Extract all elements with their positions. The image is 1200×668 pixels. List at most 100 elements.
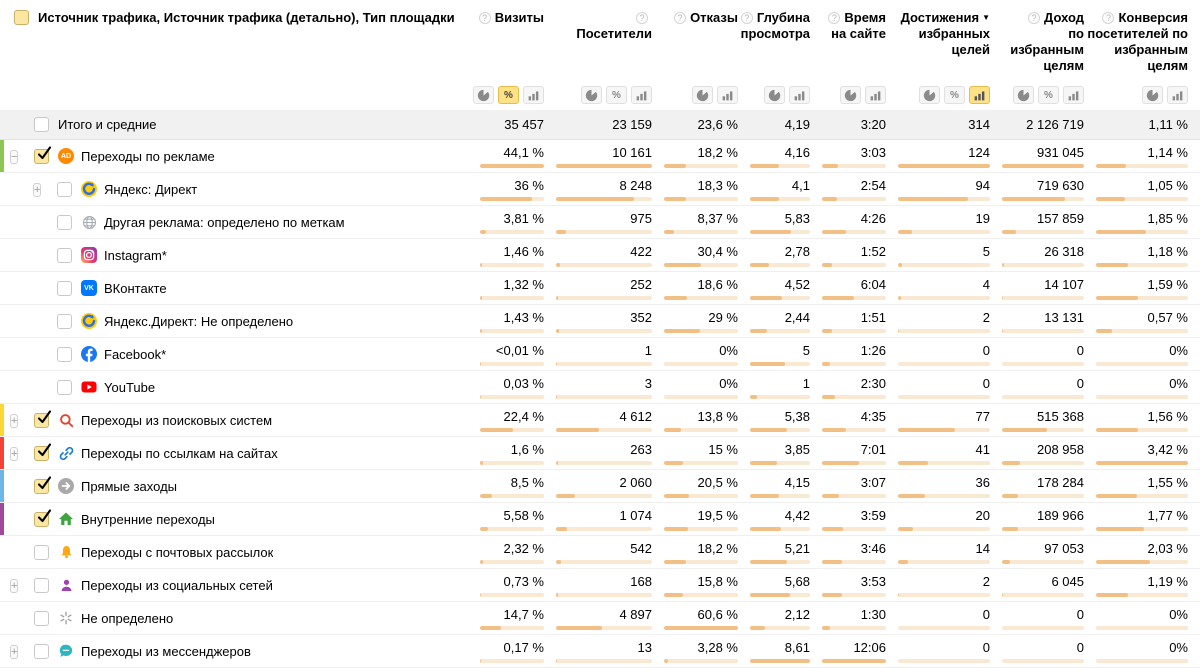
cell-revenue: 0 — [990, 602, 1084, 634]
row-checkbox[interactable] — [57, 214, 72, 230]
row-checkbox[interactable] — [34, 508, 52, 527]
pie-toggle-depth[interactable] — [764, 86, 785, 104]
pie-toggle-revenue[interactable] — [1013, 86, 1034, 104]
row-color-accent — [0, 404, 4, 436]
cell-goals: 2 — [886, 569, 990, 601]
percent-toggle-goals[interactable]: % — [944, 86, 965, 104]
row-checkbox[interactable] — [34, 409, 52, 428]
column-title-revenue[interactable]: ? Доход по избранным целям — [1010, 8, 1084, 74]
bars-toggle-bounce[interactable] — [717, 86, 738, 104]
row-label[interactable]: ВКонтакте — [104, 280, 167, 296]
row-label[interactable]: Переходы по рекламе — [81, 148, 215, 164]
expand-button[interactable]: + — [10, 447, 19, 461]
column-title-bounce[interactable]: ? Отказы — [674, 8, 738, 26]
expand-button[interactable]: + — [33, 183, 42, 197]
cell-value: <0,01 % — [495, 343, 544, 358]
row-checkbox[interactable] — [34, 117, 49, 132]
collapse-button[interactable]: − — [10, 150, 19, 164]
row-label[interactable]: Переходы из мессенджеров — [81, 643, 251, 659]
row-checkbox[interactable] — [34, 643, 49, 659]
help-icon[interactable]: ? — [1028, 12, 1041, 24]
row-checkbox[interactable] — [57, 247, 72, 263]
row-label[interactable]: YouTube — [104, 379, 156, 395]
column-title-visits[interactable]: ? Визиты — [478, 8, 544, 26]
column-title-goals[interactable]: Достижения ▼ избранных целей — [886, 8, 990, 58]
row-label[interactable]: Facebook* — [104, 346, 167, 362]
sort-desc-icon[interactable]: ▼ — [982, 13, 990, 22]
help-icon[interactable]: ? — [740, 12, 753, 24]
row-checkbox[interactable] — [57, 313, 72, 329]
row-label[interactable]: Другая реклама: определено по меткам — [104, 214, 345, 230]
expander-slot — [33, 379, 49, 395]
cell-value: 422 — [630, 244, 652, 259]
row-label[interactable]: Переходы по ссылкам на сайтах — [81, 445, 278, 461]
cell-value: 18,2 % — [697, 145, 738, 160]
column-title-visitors[interactable]: ? Посетители — [562, 8, 652, 42]
pie-toggle-conversion[interactable] — [1142, 86, 1163, 104]
percent-toggle-visitors[interactable]: % — [606, 86, 627, 104]
cell-depth: 5,21 — [738, 536, 810, 568]
bars-toggle-time[interactable] — [865, 86, 886, 104]
cell-value: 36 % — [514, 178, 544, 193]
yandex-direct-icon — [81, 313, 97, 329]
cell-revenue: 26 318 — [990, 239, 1084, 271]
column-title-depth[interactable]: ? Глубина просмотра — [738, 8, 810, 42]
row-label[interactable]: Не определено — [81, 610, 174, 626]
expand-button[interactable]: + — [10, 414, 19, 428]
cell-goals: 94 — [886, 173, 990, 205]
cell-value: 5,83 — [784, 211, 810, 226]
row-label[interactable]: Внутренние переходы — [81, 511, 215, 527]
row-checkbox[interactable] — [34, 145, 52, 164]
column-title-time[interactable]: ? Время на сайте — [816, 8, 886, 42]
row-checkbox[interactable] — [34, 442, 52, 461]
row-checkbox[interactable] — [34, 577, 49, 593]
cell-conversion: 0% — [1084, 371, 1188, 403]
table-row: Другая реклама: определено по меткам 3,81… — [0, 206, 1200, 239]
pie-toggle-goals[interactable] — [919, 86, 940, 104]
cell-value: 13,8 % — [697, 409, 738, 424]
row-checkbox[interactable] — [34, 610, 49, 626]
row-checkbox[interactable] — [57, 379, 72, 395]
select-all-checkbox[interactable] — [14, 10, 29, 25]
row-label[interactable]: Прямые заходы — [81, 478, 178, 494]
help-icon[interactable]: ? — [674, 12, 687, 24]
expand-button[interactable]: + — [10, 579, 19, 593]
pie-toggle-visits[interactable] — [473, 86, 494, 104]
cell-bar — [898, 329, 990, 333]
row-label[interactable]: Instagram* — [104, 247, 167, 263]
pie-toggle-visitors[interactable] — [581, 86, 602, 104]
row-label[interactable]: Яндекс: Директ — [104, 181, 198, 197]
row-checkbox[interactable] — [57, 280, 72, 296]
pie-toggle-bounce[interactable] — [692, 86, 713, 104]
help-icon[interactable]: ? — [636, 12, 648, 24]
row-checkbox[interactable] — [34, 544, 49, 560]
bars-toggle-visits[interactable] — [523, 86, 544, 104]
cell-bar — [556, 428, 652, 432]
row-checkbox[interactable] — [34, 475, 52, 494]
help-icon[interactable]: ? — [1102, 12, 1115, 24]
pie-toggle-time[interactable] — [840, 86, 861, 104]
bars-toggle-depth[interactable] — [789, 86, 810, 104]
cell-bounce: 29 % — [652, 305, 738, 337]
row-checkbox[interactable] — [57, 181, 72, 197]
cell-value: 0 — [1076, 343, 1084, 358]
percent-toggle-visits[interactable]: % — [498, 86, 519, 104]
cell-value: 168 — [630, 574, 652, 589]
cell-bar — [480, 527, 544, 531]
row-label[interactable]: Переходы с почтовых рассылок — [81, 544, 274, 560]
bars-toggle-visitors[interactable] — [631, 86, 652, 104]
bars-toggle-revenue[interactable] — [1063, 86, 1084, 104]
cell-bar-fill — [898, 428, 956, 432]
help-icon[interactable]: ? — [828, 12, 841, 24]
bars-toggle-goals[interactable] — [969, 86, 990, 104]
percent-toggle-revenue[interactable]: % — [1038, 86, 1059, 104]
cell-bar — [822, 626, 886, 630]
row-label[interactable]: Переходы из социальных сетей — [81, 577, 273, 593]
expand-button[interactable]: + — [10, 645, 19, 659]
bars-toggle-conversion[interactable] — [1167, 86, 1188, 104]
row-label[interactable]: Переходы из поисковых систем — [81, 412, 273, 428]
column-title-conversion[interactable]: ? Конверсия посетителей по избранным целя… — [1084, 8, 1188, 74]
row-checkbox[interactable] — [57, 346, 72, 362]
row-label[interactable]: Яндекс.Директ: Не определено — [104, 313, 294, 329]
help-icon[interactable]: ? — [478, 12, 491, 24]
